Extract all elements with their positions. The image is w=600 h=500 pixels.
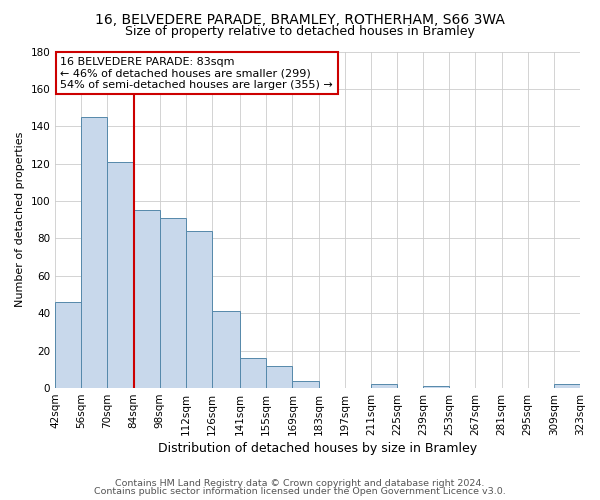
Bar — [160, 218, 186, 388]
Bar — [240, 358, 266, 388]
Bar — [212, 312, 240, 388]
Y-axis label: Number of detached properties: Number of detached properties — [15, 132, 25, 308]
Bar — [266, 366, 292, 388]
Bar — [554, 384, 580, 388]
X-axis label: Distribution of detached houses by size in Bramley: Distribution of detached houses by size … — [158, 442, 477, 455]
Bar — [55, 302, 82, 388]
Bar — [107, 162, 134, 388]
Text: 16 BELVEDERE PARADE: 83sqm
← 46% of detached houses are smaller (299)
54% of sem: 16 BELVEDERE PARADE: 83sqm ← 46% of deta… — [61, 56, 333, 90]
Bar — [134, 210, 160, 388]
Bar — [371, 384, 397, 388]
Text: 16, BELVEDERE PARADE, BRAMLEY, ROTHERHAM, S66 3WA: 16, BELVEDERE PARADE, BRAMLEY, ROTHERHAM… — [95, 12, 505, 26]
Text: Contains HM Land Registry data © Crown copyright and database right 2024.: Contains HM Land Registry data © Crown c… — [115, 478, 485, 488]
Text: Contains public sector information licensed under the Open Government Licence v3: Contains public sector information licen… — [94, 487, 506, 496]
Bar — [82, 117, 107, 388]
Text: Size of property relative to detached houses in Bramley: Size of property relative to detached ho… — [125, 25, 475, 38]
Bar — [186, 231, 212, 388]
Bar — [423, 386, 449, 388]
Bar — [292, 380, 319, 388]
